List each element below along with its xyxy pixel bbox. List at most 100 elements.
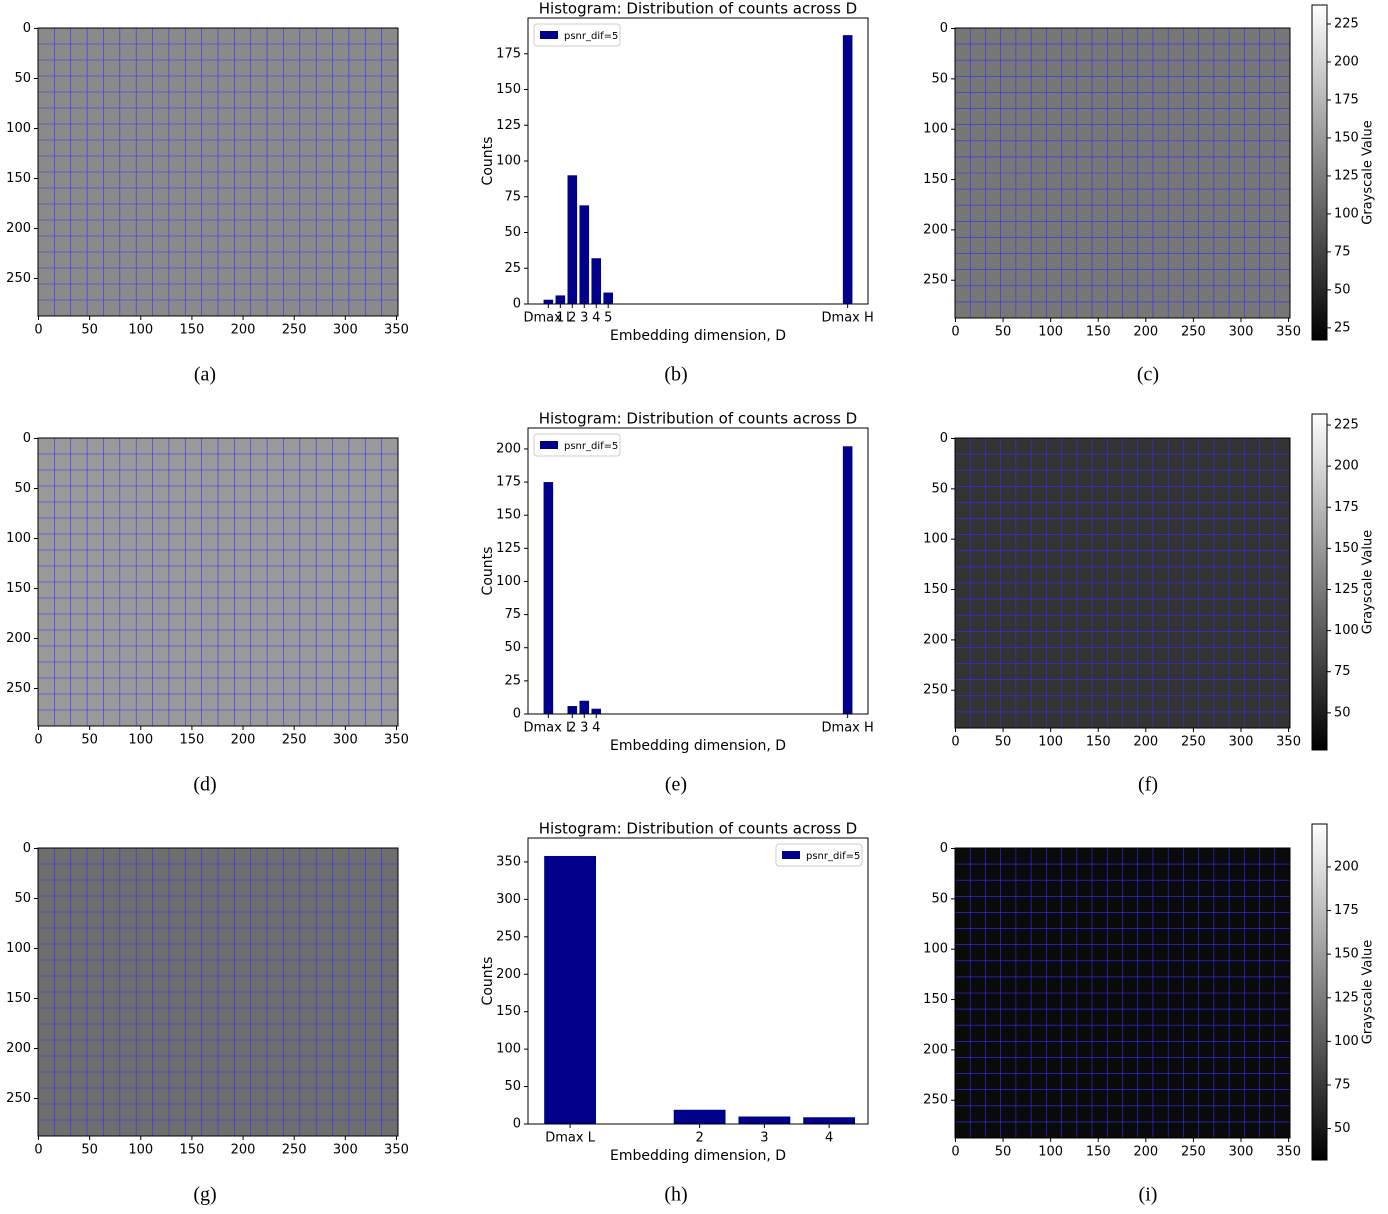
colorbar-tick-label: 125 (1334, 990, 1359, 1005)
bar (555, 295, 566, 304)
colorbar-label: Grayscale Value (1361, 530, 1376, 634)
x-tick-label: 300 (1229, 325, 1254, 340)
colorbar-tick-label: 100 (1334, 206, 1359, 221)
axes-frame (527, 17, 869, 305)
colorbar (1311, 4, 1328, 341)
x-tick-label: 250 (282, 1143, 307, 1158)
y-tick-label: 0 (513, 297, 521, 312)
y-tick-label: 50 (14, 481, 31, 496)
y-tick-label: 200 (6, 631, 31, 646)
y-tick-label: 150 (923, 172, 948, 187)
x-tick-label: Dmax L (523, 311, 573, 326)
x-tick-label: 200 (1133, 1145, 1158, 1160)
y-tick-label: 100 (923, 942, 948, 957)
caption: (b) (664, 364, 687, 386)
y-tick-label: 50 (931, 891, 948, 906)
y-tick-label: 100 (6, 531, 31, 546)
bar (738, 1116, 791, 1124)
y-tick-label: 200 (923, 632, 948, 647)
y-tick-label: 100 (496, 1042, 521, 1057)
x-tick-label: 50 (995, 1145, 1012, 1160)
caption: (h) (664, 1184, 687, 1206)
y-tick-label: 200 (6, 1041, 31, 1056)
caption: (e) (665, 774, 687, 796)
y-tick-label: 150 (923, 992, 948, 1007)
y-tick-label: 75 (504, 189, 521, 204)
legend-swatch (540, 31, 558, 39)
x-tick-label: 150 (1086, 735, 1111, 750)
y-tick-label: 350 (496, 854, 521, 869)
colorbar-tick-label: 50 (1334, 705, 1351, 720)
colorbar-tick-label: 175 (1334, 92, 1359, 107)
colorbar-tick-label: 125 (1334, 582, 1359, 597)
axes-frame (37, 437, 399, 727)
caption: (c) (1137, 364, 1159, 386)
y-tick-label: 0 (23, 431, 31, 446)
y-tick-label: 0 (940, 21, 948, 36)
colorbar-tick-label: 75 (1334, 664, 1351, 679)
x-tick-label: 250 (282, 323, 307, 338)
x-tick-label: 3 (580, 721, 588, 736)
bar (842, 35, 853, 304)
y-tick-label: 50 (14, 891, 31, 906)
x-tick-label: 0 (951, 735, 959, 750)
colorbar-label: Grayscale Value (1361, 120, 1376, 224)
y-tick-label: 200 (923, 1042, 948, 1057)
x-tick-label: 150 (180, 1143, 205, 1158)
y-tick-label: 50 (504, 225, 521, 240)
x-tick-label: 3 (580, 311, 588, 326)
y-tick-label: 200 (496, 441, 521, 456)
legend-box (533, 433, 621, 457)
colorbar-tick-label: 200 (1334, 54, 1359, 69)
y-tick-label: 250 (6, 1091, 31, 1106)
y-axis-label: Counts (480, 137, 496, 186)
bar (603, 292, 613, 304)
x-tick-label: 2 (695, 1131, 703, 1146)
bar (579, 205, 590, 304)
x-tick-label: 50 (995, 735, 1012, 750)
axes-frame (37, 27, 399, 317)
x-tick-label: 0 (34, 1143, 42, 1158)
x-tick-label: 150 (180, 733, 205, 748)
x-tick-label: 350 (384, 323, 409, 338)
colorbar-tick-label: 50 (1334, 1121, 1351, 1136)
y-tick-label: 150 (6, 581, 31, 596)
colorbar-tick-label: 150 (1334, 130, 1359, 145)
x-tick-label: 50 (81, 733, 98, 748)
y-axis-label: Counts (480, 957, 496, 1006)
x-tick-label: 200 (231, 323, 256, 338)
x-tick-label: 350 (384, 1143, 409, 1158)
axes-frame (954, 27, 1291, 319)
x-tick-label: 50 (81, 323, 98, 338)
y-tick-label: 100 (496, 574, 521, 589)
x-tick-label: 5 (604, 311, 612, 326)
x-tick-label: Dmax H (822, 721, 874, 736)
x-tick-label: 200 (231, 1143, 256, 1158)
x-tick-label: 300 (333, 323, 358, 338)
x-axis-label: Embedding dimension, D (610, 1148, 786, 1164)
x-tick-label: 300 (333, 1143, 358, 1158)
colorbar-tick-label: 175 (1334, 903, 1359, 918)
colorbar-tick-label: 75 (1334, 244, 1351, 259)
y-tick-label: 0 (940, 841, 948, 856)
legend-label: psnr_dif=5 (564, 441, 618, 452)
y-tick-label: 0 (513, 707, 521, 722)
y-tick-label: 0 (23, 21, 31, 36)
y-tick-label: 175 (496, 475, 521, 490)
x-tick-label: 150 (1086, 1145, 1111, 1160)
caption: (f) (1138, 774, 1158, 796)
y-tick-label: 25 (504, 261, 521, 276)
colorbar-tick-label: 100 (1334, 1034, 1359, 1049)
legend-swatch (782, 851, 800, 859)
y-tick-label: 150 (923, 582, 948, 597)
caption: (i) (1139, 1184, 1158, 1206)
x-tick-label: 4 (825, 1131, 833, 1146)
axes-frame (527, 837, 869, 1125)
caption: (a) (194, 364, 216, 386)
x-tick-label: 100 (128, 323, 153, 338)
y-tick-label: 125 (496, 541, 521, 556)
y-tick-label: 250 (496, 929, 521, 944)
axes-frame (527, 427, 869, 715)
